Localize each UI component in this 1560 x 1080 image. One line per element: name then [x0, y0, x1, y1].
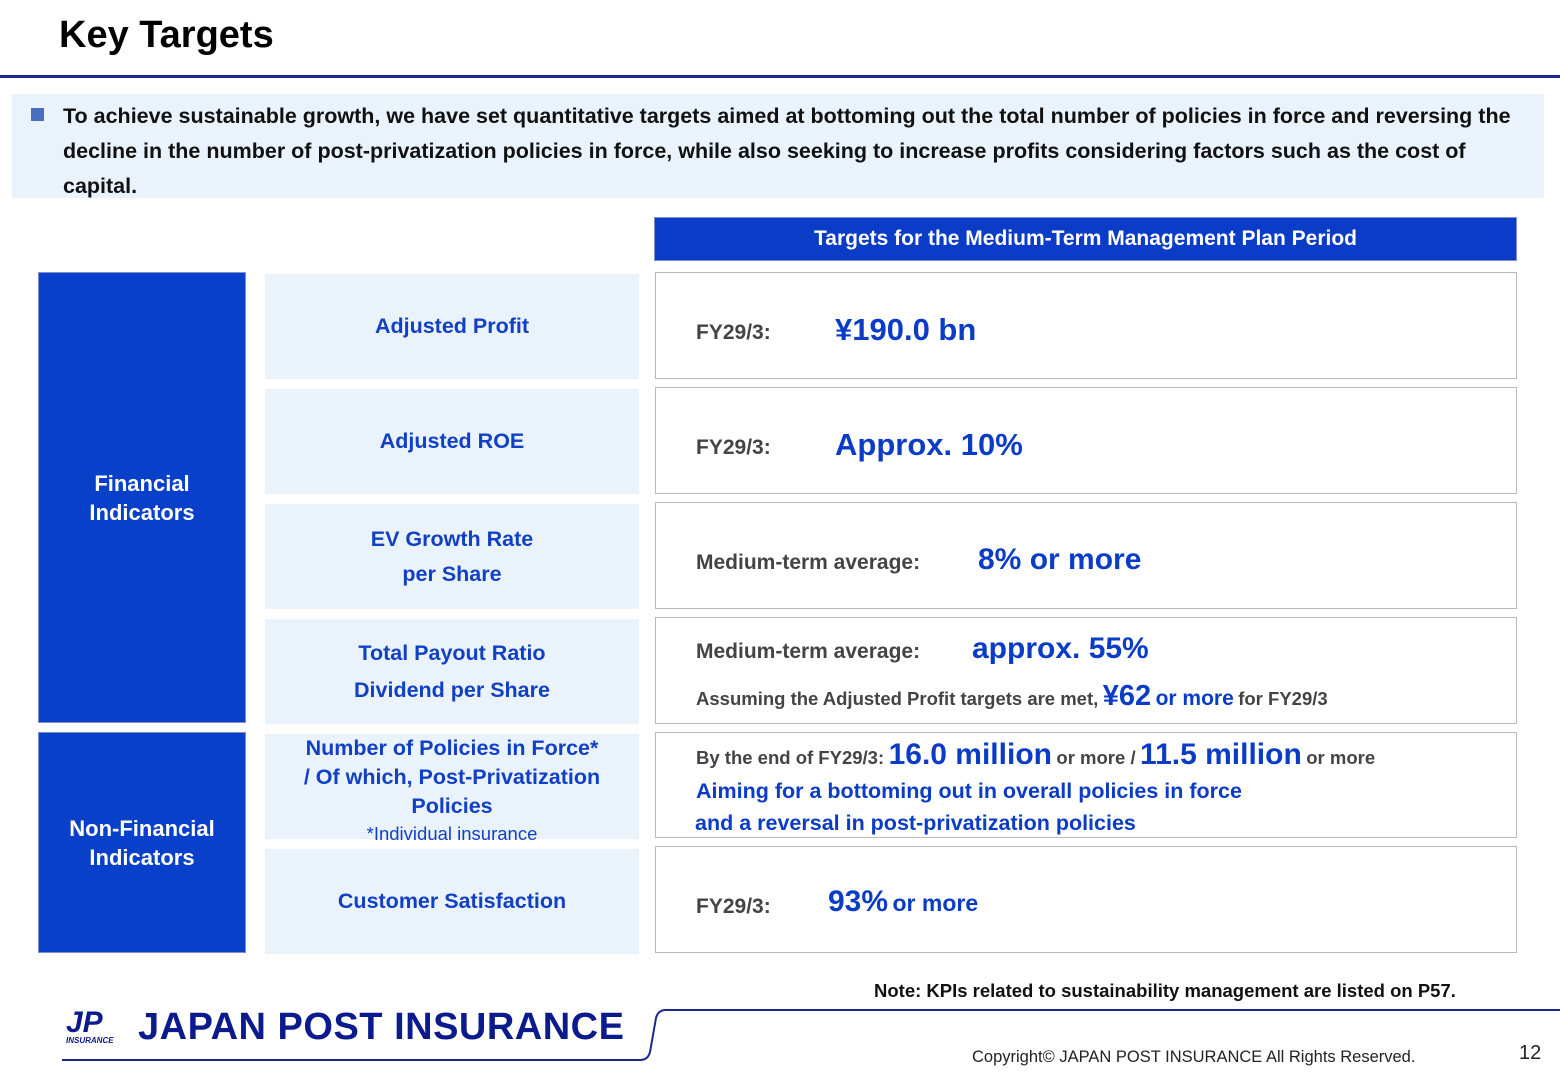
target-adjusted-profit: FY29/3: ¥190.0 bn	[655, 272, 1517, 379]
target-value: ¥190.0 bn	[835, 312, 977, 347]
dividend-prefix: Assuming the Adjusted Profit targets are…	[696, 688, 1099, 709]
label-text-line2: / Of which, Post-Privatization	[303, 765, 601, 789]
logo-mark-sub: INSURANCE	[66, 1036, 114, 1045]
label-text-line1: Number of Policies in Force*	[305, 736, 599, 760]
dividend-value: ¥62	[1102, 680, 1152, 712]
policies-value-post: 11.5 million	[1140, 738, 1302, 771]
policies-mid: or more /	[1056, 747, 1136, 768]
dividend-suffix: for FY29/3	[1238, 688, 1328, 709]
label-payout: Total Payout Ratio Dividend per Share	[265, 619, 639, 724]
company-logo-text: JAPAN POST INSURANCE	[138, 1006, 625, 1048]
target-ev-growth: Medium-term average: 8% or more	[655, 502, 1517, 609]
group-financial-indicators: Financial Indicators	[38, 272, 246, 723]
jp-logo-icon: JP INSURANCE	[66, 1006, 114, 1046]
page-title: Key Targets	[59, 14, 274, 56]
square-bullet-icon	[31, 108, 44, 121]
label-text-line3: Policies	[411, 794, 493, 818]
target-value: approx. 55%	[972, 632, 1149, 665]
label-customer-satisfaction: Customer Satisfaction	[265, 849, 639, 954]
label-text: Adjusted Profit	[374, 314, 530, 338]
label-policies: Number of Policies in Force* / Of which,…	[265, 734, 639, 844]
target-prefix: Medium-term average:	[696, 551, 921, 574]
label-text: Adjusted ROE	[379, 429, 525, 453]
target-customer-satisfaction: FY29/3: 93% or more	[655, 846, 1517, 953]
target-value: 8% or more	[978, 543, 1142, 576]
target-value: Approx. 10%	[835, 427, 1023, 462]
satisfaction-target-line: 93% or more	[828, 885, 978, 919]
label-text-line1: Total Payout Ratio	[358, 640, 546, 665]
target-adjusted-roe: FY29/3: Approx. 10%	[655, 387, 1517, 494]
target-policies: By the end of FY29/3: 16.0 million or mo…	[655, 732, 1517, 838]
label-adjusted-profit: Adjusted Profit	[265, 274, 639, 379]
target-prefix: Medium-term average:	[696, 640, 921, 663]
label-footnote: *Individual insurance	[366, 823, 538, 844]
policies-value-total: 16.0 million	[888, 738, 1052, 771]
policies-aim-line2: and a reversal in post-privatization pol…	[695, 811, 1136, 835]
dividend-line: Assuming the Adjusted Profit targets are…	[696, 680, 1328, 713]
title-divider	[0, 75, 1560, 78]
target-prefix: FY29/3:	[696, 321, 771, 344]
footnote: Note: KPIs related to sustainability man…	[874, 980, 1456, 1001]
policies-suffix: or more	[1306, 747, 1376, 768]
label-text-line2: per Share	[402, 561, 502, 586]
group-nonfinancial-indicators: Non-Financial Indicators	[38, 732, 246, 953]
label-ev-growth: EV Growth Rate per Share	[265, 504, 639, 609]
targets-column-header: Targets for the Medium-Term Management P…	[654, 217, 1517, 261]
summary-text: To achieve sustainable growth, we have s…	[63, 104, 1511, 198]
label-text: Customer Satisfaction	[337, 889, 567, 913]
target-suffix: or more	[892, 890, 979, 916]
copyright: Copyright© JAPAN POST INSURANCE All Righ…	[972, 1048, 1416, 1066]
policies-target-line: By the end of FY29/3: 16.0 million or mo…	[696, 738, 1375, 772]
target-payout: Medium-term average: approx. 55% Assumin…	[655, 617, 1517, 724]
label-text-line1: EV Growth Rate	[370, 526, 534, 551]
footer-rule	[62, 1009, 1560, 1061]
logo-mark-text: JP	[66, 1006, 103, 1039]
label-text-line2: Dividend per Share	[354, 677, 550, 702]
policies-aim-line1: Aiming for a bottoming out in overall po…	[696, 779, 1242, 803]
summary-box	[12, 94, 1544, 198]
target-prefix: FY29/3:	[696, 895, 771, 918]
target-value: 93%	[828, 885, 889, 918]
dividend-mid: or more	[1155, 687, 1234, 710]
label-adjusted-roe: Adjusted ROE	[265, 389, 639, 494]
target-prefix: FY29/3:	[696, 436, 771, 459]
page-number: 12	[1519, 1042, 1542, 1064]
policies-prefix: By the end of FY29/3:	[696, 747, 885, 768]
